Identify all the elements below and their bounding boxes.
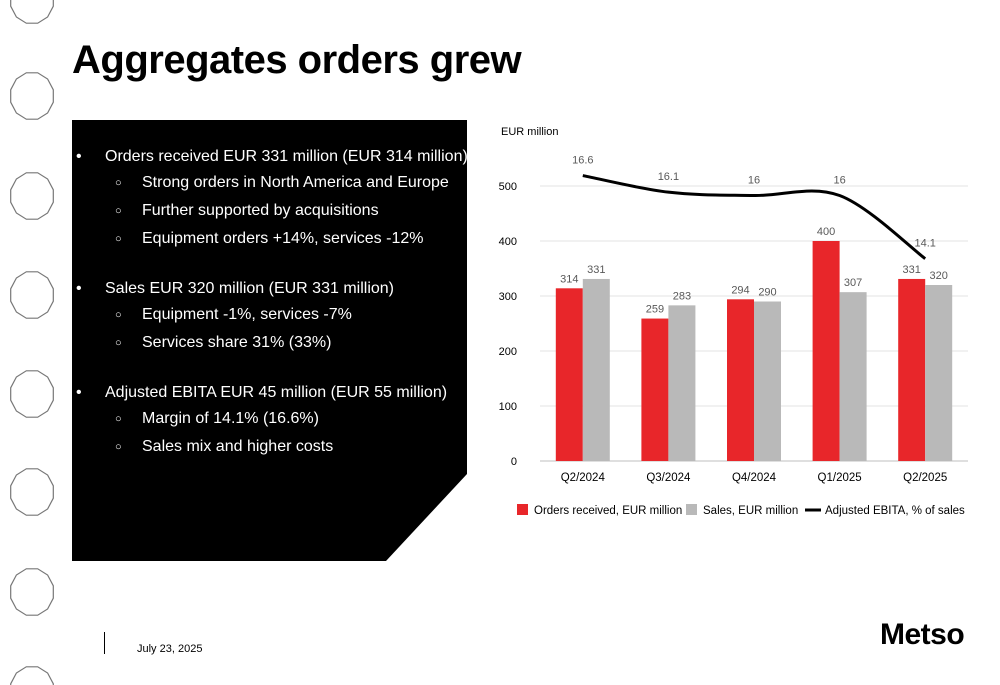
bullet-dot: • [76,148,82,165]
decorative-dodecagon [10,0,54,24]
x-tick-label: Q3/2024 [646,472,691,484]
bar-orders [727,299,754,461]
sub-bullet-circle: ○ [115,177,122,189]
y-tick-label: 400 [499,236,517,248]
decorative-outline-shapes [10,0,54,685]
company-logo: Metso [880,618,965,651]
summary-panel [72,120,467,561]
legend-swatch [517,504,528,515]
bullet-text: Orders received EUR 331 million (EUR 314… [105,148,468,165]
slide-date: July 23, 2025 [137,643,203,655]
decorative-dodecagon [10,666,54,685]
data-label: 307 [844,277,862,289]
bar-sales [668,305,696,461]
sub-bullet-circle: ○ [115,441,122,453]
slide-title: Aggregates orders grew [72,38,522,82]
y-tick-label: 0 [511,456,517,468]
data-label: 294 [731,284,749,296]
bullet-dot: • [76,280,82,297]
bullet-dot: • [76,384,82,401]
sub-bullet-text: Sales mix and higher costs [142,438,334,455]
ebita-line [582,174,927,260]
data-label: 331 [587,264,605,276]
decorative-dodecagon [10,468,54,516]
bar-sales [839,292,867,461]
data-label: 314 [560,273,578,285]
decorative-dodecagon [10,271,54,319]
sub-bullet-text: Margin of 14.1% (16.6%) [142,410,319,427]
bar-sales [925,285,953,461]
ebita-label: 14.1 [914,238,935,250]
sub-bullet-text: Strong orders in North America and Europ… [142,174,449,191]
y-tick-label: 300 [499,291,517,303]
bar-orders [898,278,926,461]
sub-bullet-text: Further supported by acquisitions [142,202,379,219]
sub-bullet-text: Services share 31% (33%) [142,334,332,351]
bullet-text: Adjusted EBITA EUR 45 million (EUR 55 mi… [105,384,448,401]
bar-sales [754,301,781,461]
legend-label: Adjusted EBITA, % of sales [825,505,965,517]
sub-bullet-circle: ○ [115,233,122,245]
decorative-dodecagon [10,568,54,616]
sub-bullet-circle: ○ [115,205,122,217]
sub-bullet-text: Equipment -1%, services -7% [142,306,352,323]
ebita-label: 16.1 [658,171,679,183]
y-tick-label: 200 [499,346,517,358]
bar-orders [555,288,583,461]
sub-bullet-text: Equipment orders +14%, services -12% [142,230,424,247]
x-tick-label: Q2/2025 [903,472,947,484]
decorative-dodecagon [10,370,54,418]
bullet-text: Sales EUR 320 million (EUR 331 million) [105,280,394,297]
footer-divider [104,632,105,654]
ebita-label: 16 [748,175,760,187]
y-tick-label: 500 [499,181,517,193]
sub-bullet-circle: ○ [115,337,122,349]
legend-label: Orders received, EUR million [534,505,682,517]
legend-label: Sales, EUR million [703,505,798,517]
x-tick-label: Q1/2025 [818,472,862,484]
bar-orders [812,241,840,461]
decorative-dodecagon [10,72,54,120]
data-label: 259 [646,304,664,316]
x-tick-label: Q4/2024 [732,472,777,484]
x-tick-label: Q2/2024 [561,472,606,484]
ebita-label: 16.6 [572,155,593,167]
bar-orders [641,318,669,461]
bar-sales [582,278,610,461]
data-label: 283 [673,290,691,302]
legend-swatch [686,504,697,515]
data-label: 290 [758,287,776,299]
data-label: 400 [817,226,835,238]
y-tick-label: 100 [499,401,517,413]
orders-sales-chart: EUR million 0 100 200 300 400 500 314 259 294 400… [499,126,968,517]
ebita-label: 16 [833,175,845,187]
sub-bullet-circle: ○ [115,309,122,321]
data-label: 331 [903,264,921,276]
sub-bullet-circle: ○ [115,413,122,425]
decorative-dodecagon [10,172,54,220]
unit-label: EUR million [501,126,558,138]
data-label: 320 [930,270,948,282]
